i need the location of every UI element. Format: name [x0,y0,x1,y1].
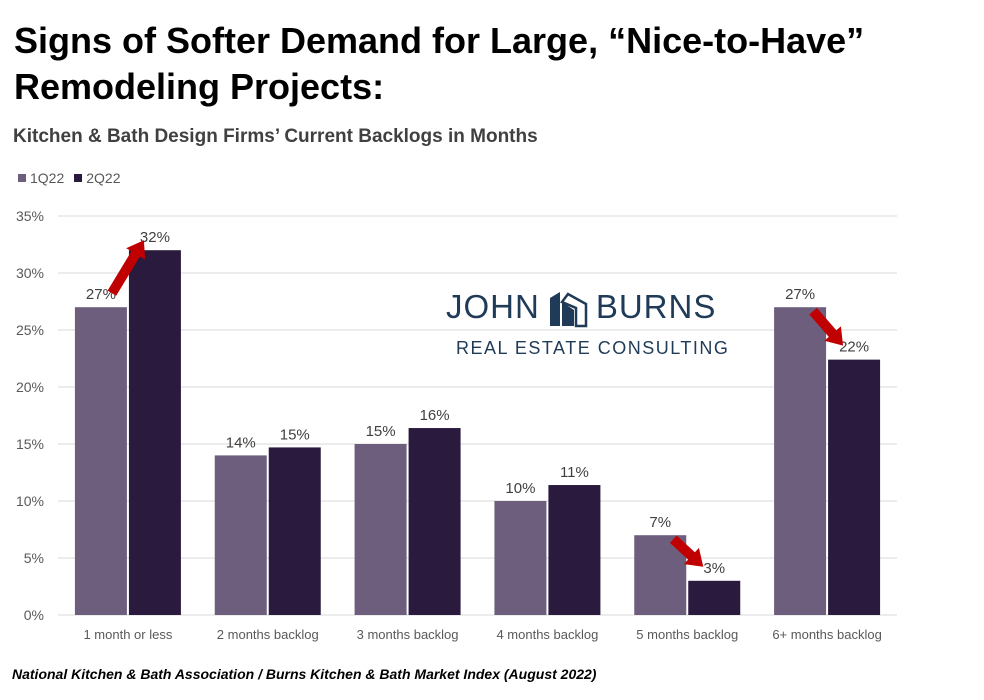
bar-2q22-2 [408,428,461,615]
house-logo-icon [549,292,588,328]
y-tick-label-7: 35% [16,208,44,224]
bar-2q22-5 [828,359,881,615]
y-tick-label-5: 25% [16,322,44,338]
x-tick-label-1: 2 months backlog [217,627,319,642]
data-label-2q22-3: 11% [560,464,589,481]
y-tick-label-2: 10% [16,493,44,509]
logo-tagline: REAL ESTATE CONSULTING [456,338,730,358]
legend-swatch-1q22 [18,174,26,182]
data-label-2q22-4: 3% [703,560,725,577]
chart-legend: 1Q22 2Q22 [18,170,131,186]
bar-1q22-3 [494,501,547,615]
bar-chart: 0% 5% 10% 15% 20% 25% 30% 35% 27% 32% 1 month or l… [16,208,897,642]
bar-1q22-5 [774,307,827,615]
data-label-1q22-3: 10% [505,480,535,497]
legend-label-2q22: 2Q22 [86,170,121,186]
bar-2q22-0 [128,250,181,615]
change-arrow-up-0 [107,240,146,296]
x-tick-label-5: 6+ months backlog [772,627,881,642]
data-label-1q22-1: 14% [226,434,256,451]
change-arrow-down-1 [669,535,704,567]
company-logo: JOHN BURNS REAL ESTATE CONSULTING [446,288,728,358]
y-tick-label-4: 20% [16,379,44,395]
data-label-2q22-1: 15% [280,426,310,443]
legend-item-2q22: 2Q22 [74,170,121,186]
bar-1q22-2 [354,444,407,615]
change-arrow-down-2 [809,307,844,346]
chart-title: Kitchen & Bath Design Firms’ Current Bac… [13,126,538,147]
bar-2q22-4 [688,580,741,615]
x-tick-label-2: 3 months backlog [357,627,459,642]
y-tick-label-0: 0% [24,607,44,623]
bar-1q22-0 [74,307,127,615]
source-note: National Kitchen & Bath Association / Bu… [12,666,597,682]
bar-2q22-3 [548,485,601,615]
page-headline: Signs of Softer Demand for Large, “Nice-… [14,20,865,107]
data-label-1q22-4: 7% [649,514,671,531]
data-label-2q22-2: 16% [420,407,450,424]
legend-label-1q22: 1Q22 [30,170,65,186]
x-tick-label-3: 4 months backlog [496,627,598,642]
bar-1q22-1 [214,455,267,615]
y-tick-label-3: 15% [16,436,44,452]
y-tick-label-6: 30% [16,265,44,281]
legend-item-1q22: 1Q22 [18,170,64,186]
data-label-1q22-2: 15% [366,423,396,440]
logo-wordmark: JOHN BURNS [446,288,716,328]
data-label-1q22-5: 27% [785,286,815,303]
x-tick-label-0: 1 month or less [83,627,172,642]
logo-text-burns: BURNS [595,288,717,325]
logo-text-john: JOHN [446,288,540,325]
data-label-2q22-0: 32% [140,229,170,246]
x-tick-label-4: 5 months backlog [636,627,738,642]
bar-2q22-1 [268,447,321,615]
legend-swatch-2q22 [74,174,83,182]
y-tick-label-1: 5% [24,550,44,566]
data-label-2q22-5: 22% [839,339,869,356]
